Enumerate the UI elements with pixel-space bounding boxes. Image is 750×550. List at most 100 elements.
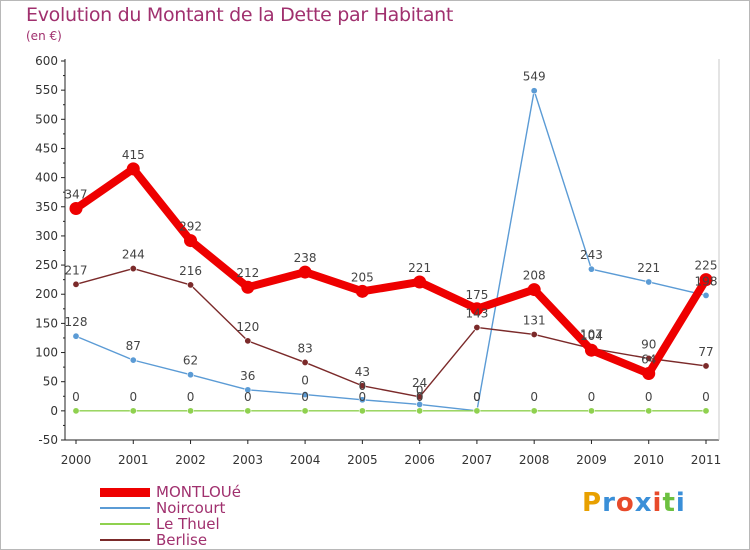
y-tick-label: 350: [35, 200, 58, 214]
data-point: [530, 407, 538, 415]
logo-letter: P: [582, 488, 603, 518]
data-point: [244, 407, 252, 415]
x-tick-label: 2004: [290, 453, 321, 467]
data-point: [416, 393, 424, 401]
data-label: 36: [240, 369, 255, 383]
data-point: [358, 382, 366, 390]
series-line-montlou-: [72, 164, 710, 378]
data-label: 0: [702, 390, 710, 404]
data-label: 0: [129, 390, 137, 404]
data-label: 216: [179, 264, 202, 278]
data-point: [72, 280, 80, 288]
data-label: 221: [408, 261, 431, 275]
x-tick-label: 2008: [519, 453, 550, 467]
legend-swatch-le-thuel: [100, 523, 150, 525]
data-label: 104: [580, 329, 603, 343]
legend-item-montloue: MONTLOUé: [100, 483, 360, 501]
data-label: 77: [698, 345, 713, 359]
data-point: [187, 371, 195, 379]
data-label: 0: [645, 390, 653, 404]
data-label: 143: [465, 306, 488, 320]
y-tick-label: 100: [35, 346, 58, 360]
data-point: [301, 407, 309, 415]
data-label: 0: [244, 390, 252, 404]
y-tick-label: -50: [38, 433, 58, 447]
data-point: [699, 273, 713, 287]
data-point: [702, 291, 710, 299]
data-point: [587, 407, 595, 415]
logo-letter: r: [602, 488, 616, 518]
series-line-noircourt: [75, 90, 707, 412]
chart-legend: MONTLOUé Noircourt Le Thuel Berlise: [100, 483, 360, 549]
x-tick-label: 2011: [691, 453, 722, 467]
data-point: [298, 265, 312, 279]
logo-letter: o: [615, 488, 635, 518]
y-tick-label: 0: [50, 404, 58, 418]
legend-label-berlise: Berlise: [156, 531, 208, 549]
data-label: 0: [416, 383, 424, 397]
legend-item-berlise: Berlise: [100, 531, 360, 549]
data-label: 0: [359, 379, 367, 393]
y-tick-label: 550: [35, 83, 58, 97]
data-label: 292: [179, 220, 202, 234]
data-point: [72, 332, 80, 340]
y-tick-label: 500: [35, 112, 58, 126]
x-tick-label: 2009: [576, 453, 607, 467]
data-point: [527, 283, 541, 297]
data-label: 64: [641, 353, 656, 367]
data-label: 205: [351, 270, 374, 284]
legend-swatch-montloue: [100, 488, 150, 497]
y-tick-label: 200: [35, 287, 58, 301]
data-point: [530, 87, 538, 95]
data-point: [355, 284, 369, 298]
data-point: [416, 407, 424, 415]
data-point: [301, 391, 309, 399]
data-point: [358, 396, 366, 404]
data-label: 0: [301, 390, 309, 404]
y-tick-label: 400: [35, 171, 58, 185]
data-label: 243: [580, 248, 603, 262]
data-point: [187, 281, 195, 289]
data-point: [645, 278, 653, 286]
data-point: [642, 367, 656, 381]
data-label: 43: [355, 365, 370, 379]
data-point: [244, 386, 252, 394]
data-point: [645, 354, 653, 362]
legend-label-noircourt: Noircourt: [156, 499, 226, 517]
data-label: 225: [695, 259, 718, 273]
x-tick-label: 2003: [233, 453, 264, 467]
legend-item-noircourt: Noircourt: [100, 499, 360, 517]
y-tick-label: 300: [35, 229, 58, 243]
x-tick-label: 2002: [175, 453, 206, 467]
data-point: [413, 275, 427, 289]
data-point: [473, 323, 481, 331]
data-point: [473, 407, 481, 415]
data-label: 0: [301, 374, 309, 388]
data-point: [645, 407, 653, 415]
legend-swatch-noircourt: [100, 507, 150, 509]
logo-letter: t: [662, 488, 676, 518]
logo-letter: i: [675, 488, 686, 518]
data-label: 128: [65, 315, 88, 329]
data-label: 217: [65, 263, 88, 277]
data-label: 549: [523, 70, 546, 84]
data-point: [587, 265, 595, 273]
data-label: 0: [359, 390, 367, 404]
data-point: [72, 407, 80, 415]
data-point: [69, 202, 83, 216]
data-label: 62: [183, 354, 198, 368]
data-point: [184, 234, 198, 248]
data-label: 198: [695, 274, 718, 288]
y-tick-label: 150: [35, 316, 58, 330]
data-label: 0: [473, 390, 481, 404]
x-tick-label: 2001: [118, 453, 149, 467]
x-tick-label: 2005: [347, 453, 378, 467]
data-label: 0: [588, 390, 596, 404]
data-point: [358, 407, 366, 415]
chart-title: Evolution du Montant de la Dette par Hab…: [26, 4, 454, 26]
x-tick-label: 2007: [462, 453, 493, 467]
data-label: 238: [294, 251, 317, 265]
data-point: [702, 407, 710, 415]
data-point: [187, 407, 195, 415]
